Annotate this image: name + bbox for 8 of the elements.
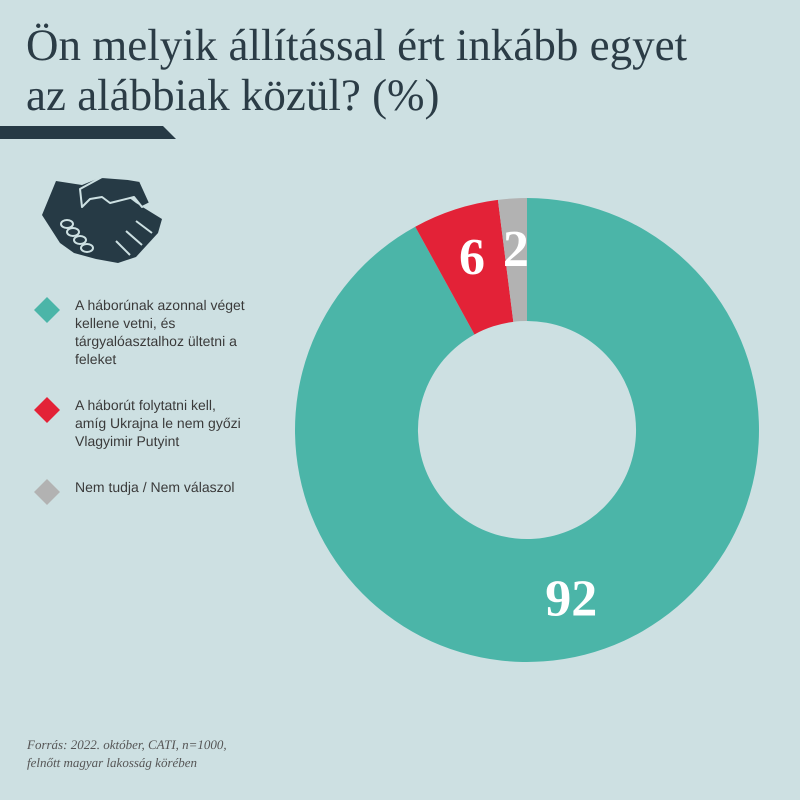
legend-label: Nem tudja / Nem válaszol bbox=[75, 479, 235, 495]
data-label: 2 bbox=[502, 220, 529, 278]
legend-label: A háborúnak azonnal véget kellene vetni, és tárgyalóasztalhoz ültetni a feleket bbox=[75, 297, 245, 367]
data-label: 6 bbox=[459, 229, 486, 286]
data-label: 92 bbox=[545, 570, 598, 628]
text: Forrás: 2022. október, CATI, n=1000, felnőtt magyar lakosság körében bbox=[27, 736, 228, 772]
chart-title: Ön melyik állítással ért inkább egyet az alábbiak közül? (%) bbox=[26, 20, 688, 120]
legend-label: A háborút folytatni kell, amíg Ukrajna le nem győzi Vlagyimir Putyint bbox=[75, 397, 241, 449]
